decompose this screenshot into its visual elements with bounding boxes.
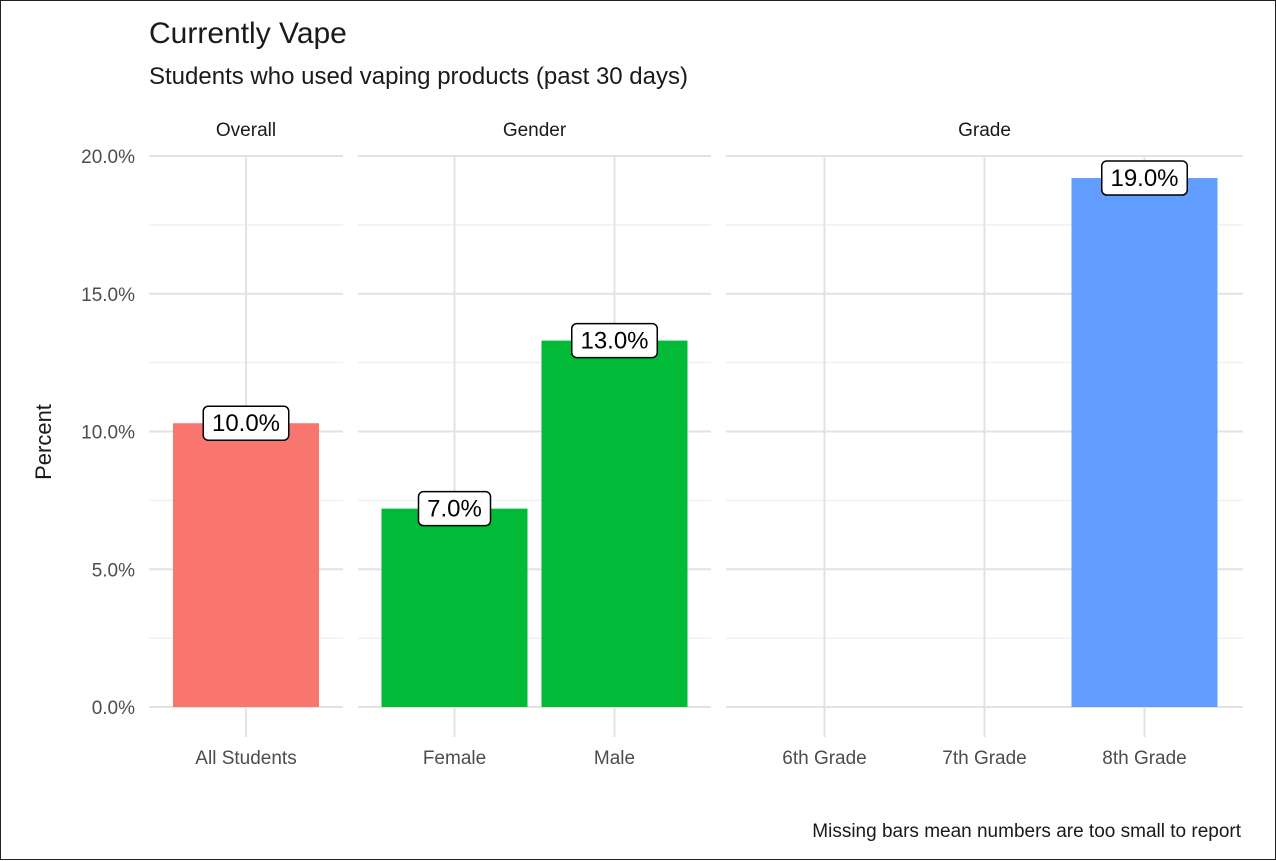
chart-title: Currently Vape (149, 17, 347, 50)
bar (1071, 178, 1218, 708)
bars (173, 178, 1218, 708)
chart-subtitle: Students who used vaping products (past … (149, 63, 688, 90)
x-tick-label: Male (594, 748, 635, 769)
x-tick-label: 7th Grade (942, 748, 1027, 769)
data-label-box (202, 405, 290, 441)
x-tick-label: 6th Grade (782, 748, 867, 769)
data-label-text: 19.0% (1110, 165, 1178, 192)
y-tick-label: 20.0% (81, 147, 135, 168)
data-label-box (1101, 160, 1188, 196)
data-label-text: 7.0% (427, 496, 482, 523)
data-label: 13.0% (571, 322, 658, 359)
x-axis-ticks: All Students Female Male 6th Grade 7th Grade… (195, 748, 1186, 769)
x-tick-label: Female (423, 748, 486, 769)
y-tick-label: 0.0% (92, 698, 135, 719)
data-label-box (417, 490, 492, 527)
facet-label: Overall (216, 120, 276, 141)
data-label-box (571, 322, 658, 359)
y-axis-ticks: 0.0% 5.0% 10.0% 15.0% 20.0% (81, 147, 135, 719)
data-label: 7.0% (417, 490, 492, 527)
facet-labels: Overall Gender Grade (216, 120, 1011, 141)
data-label: 19.0% (1101, 160, 1188, 196)
data-label-text: 13.0% (580, 328, 648, 355)
data-label-text: 10.0% (212, 410, 280, 437)
bar (173, 423, 319, 707)
x-tick-label: All Students (195, 748, 296, 769)
chart-caption: Missing bars mean numbers are too small … (812, 821, 1241, 842)
data-labels: 10.0% 7.0% 13.0% 19.0% (202, 160, 1188, 527)
y-tick-label: 15.0% (81, 285, 135, 306)
bar (541, 340, 688, 707)
facet-label: Grade (958, 120, 1011, 141)
x-tick-label: 8th Grade (1102, 748, 1187, 769)
facet-label: Gender (503, 120, 567, 141)
y-tick-label: 10.0% (81, 423, 135, 444)
bar (381, 508, 528, 707)
data-label: 10.0% (202, 405, 290, 441)
y-tick-label: 5.0% (92, 560, 135, 581)
y-axis-label: Percent (31, 404, 56, 480)
